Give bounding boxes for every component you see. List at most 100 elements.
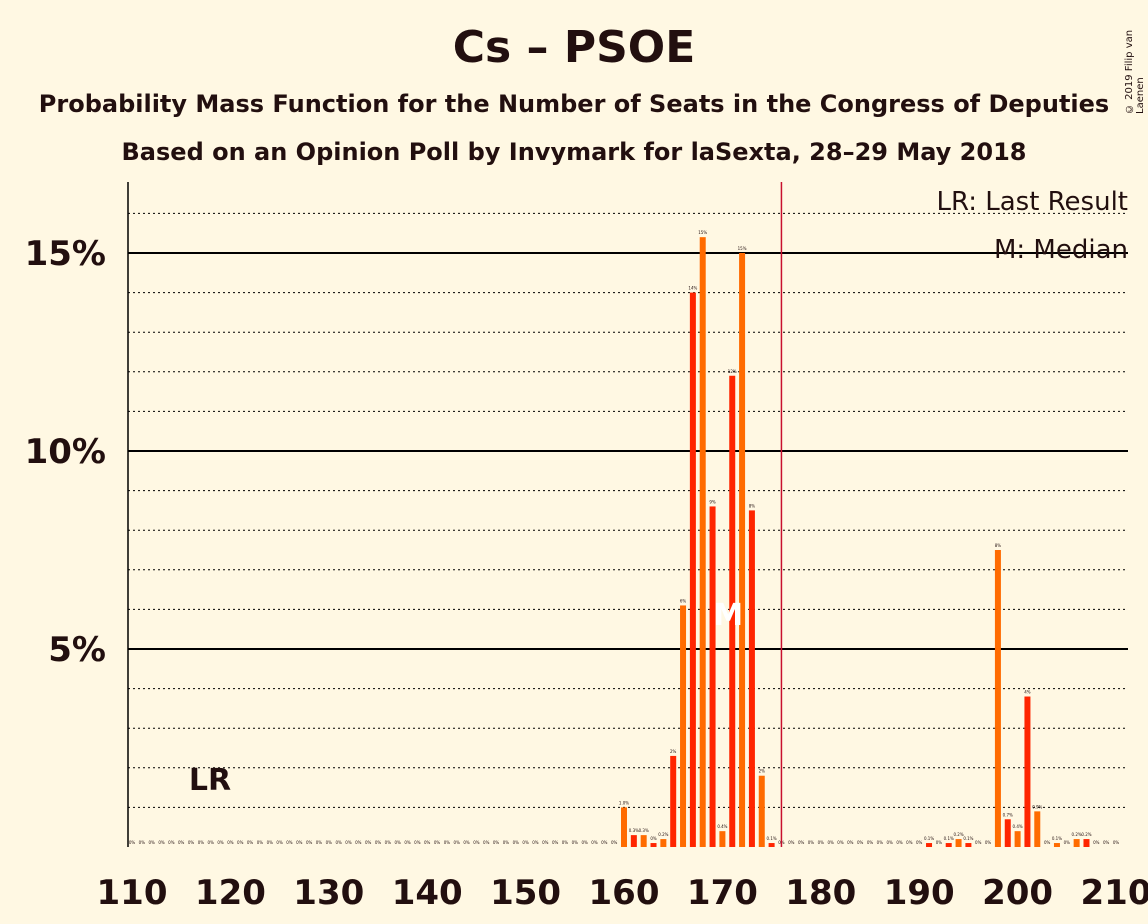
bar-label-seat-116: 0% <box>188 840 195 845</box>
bar-label-seat-117: 0% <box>198 840 205 845</box>
bar-label-seat-196: 0% <box>975 840 982 845</box>
bar-label-seat-160: 1.0% <box>619 800 629 805</box>
bar-label-seat-154: 0% <box>562 840 569 845</box>
bar-label-seat-152: 0% <box>542 840 549 845</box>
bar-label-seat-192: 0% <box>936 840 943 845</box>
bar-label-seat-128: 0% <box>306 840 313 845</box>
grid-lines <box>128 212 1128 808</box>
bar-label-seat-163: 0% <box>650 836 657 841</box>
bar-seat-204 <box>1053 843 1060 847</box>
bar-label-seat-147: 0% <box>493 840 500 845</box>
legend-last-result: LR: Last Result <box>936 187 1128 217</box>
chart-title: Cs – PSOE <box>452 22 696 73</box>
last-result-marker: LR <box>189 763 231 798</box>
bar-seat-162 <box>640 835 647 847</box>
bar-label-seat-125: 0% <box>276 840 283 845</box>
bar-label-seat-173: 8% <box>749 503 756 508</box>
bar-label-seat-129: 0% <box>316 840 323 845</box>
bar-label-seat-161: 0.3% <box>629 828 639 833</box>
bar-label-seat-200: 0.4% <box>1013 824 1023 829</box>
bar-seat-201 <box>1024 696 1031 847</box>
y-tick-label: 5% <box>48 630 106 670</box>
bar-seat-165 <box>670 755 677 847</box>
bar-label-seat-171: 12% <box>728 369 737 374</box>
bar-label-seat-177: 0% <box>788 840 795 845</box>
bar-seat-198 <box>994 550 1001 847</box>
bar-label-seat-144: 0% <box>463 840 470 845</box>
bar-label-seat-139: 0% <box>414 840 421 845</box>
bar-label-seat-146: 0% <box>483 840 490 845</box>
bar-label-seat-180: 0% <box>818 840 825 845</box>
bar-label-seat-202: 0.9% <box>1032 804 1042 809</box>
bar-label-seat-149: 0% <box>513 840 520 845</box>
bar-label-seat-110: 0% <box>129 840 136 845</box>
bar-label-seat-148: 0% <box>503 840 510 845</box>
bar-label-seat-153: 0% <box>552 840 559 845</box>
bar-label-seat-209: 0% <box>1103 840 1110 845</box>
bar-label-seat-197: 0% <box>985 840 992 845</box>
bar-label-seat-162: 0.3% <box>639 828 649 833</box>
bar-label-seat-114: 0% <box>168 840 175 845</box>
bar-seat-168 <box>699 237 706 847</box>
bar-label-seat-193: 0.1% <box>944 836 954 841</box>
bar-label-seat-185: 0% <box>867 840 874 845</box>
bar-label-seat-159: 0% <box>611 840 618 845</box>
bar-label-seat-179: 0% <box>808 840 815 845</box>
bar-label-seat-121: 0% <box>237 840 244 845</box>
bar-seat-175 <box>768 843 775 847</box>
x-tick-label: 180 <box>785 873 856 913</box>
bar-label-seat-158: 0% <box>601 840 608 845</box>
median-marker: M <box>713 598 743 633</box>
bars <box>621 237 1090 848</box>
bar-label-seat-207: 0.2% <box>1081 832 1091 837</box>
bar-label-seat-112: 0% <box>149 840 156 845</box>
bar-label-seat-142: 0% <box>444 840 451 845</box>
bar-seat-206 <box>1073 839 1080 847</box>
bar-label-seat-115: 0% <box>178 840 185 845</box>
x-tick-label: 200 <box>982 873 1053 913</box>
legend-median: M: Median <box>994 235 1128 265</box>
x-tick-label: 210 <box>1081 873 1148 913</box>
bar-label-seat-189: 0% <box>906 840 913 845</box>
bar-label-seat-133: 0% <box>355 840 362 845</box>
bar-label-seat-186: 0% <box>877 840 884 845</box>
bar-label-seat-168: 15% <box>698 230 707 235</box>
bar-label-seat-188: 0% <box>896 840 903 845</box>
bar-label-seat-210: 0% <box>1113 840 1120 845</box>
bar-label-seat-206: 0.2% <box>1072 832 1082 837</box>
bar-label-seat-184: 0% <box>857 840 864 845</box>
bar-seat-194 <box>955 839 962 847</box>
bar-seat-207 <box>1083 839 1090 847</box>
bar-seat-193 <box>945 843 952 847</box>
bar-label-seat-122: 0% <box>247 840 254 845</box>
bar-label-seat-138: 0% <box>404 840 411 845</box>
bar-label-seat-118: 0% <box>208 840 215 845</box>
bar-label-seat-182: 0% <box>837 840 844 845</box>
bar-seat-174 <box>758 775 765 847</box>
bar-label-seat-181: 0% <box>827 840 834 845</box>
bar-label-seat-170: 0.4% <box>717 824 727 829</box>
bar-seat-170 <box>719 831 726 847</box>
bar-seat-171 <box>729 375 736 847</box>
bar-label-seat-203: 0% <box>1044 840 1051 845</box>
x-tick-label: 130 <box>293 873 364 913</box>
bar-label-seat-119: 0% <box>217 840 224 845</box>
x-tick-label: 140 <box>392 873 463 913</box>
bar-label-seat-130: 0% <box>326 840 333 845</box>
bar-seat-173 <box>748 510 755 847</box>
x-tick-label: 150 <box>490 873 561 913</box>
bar-label-seat-113: 0% <box>158 840 165 845</box>
bar-label-seat-199: 0.7% <box>1003 812 1013 817</box>
bar-label-seat-195: 0.1% <box>963 836 973 841</box>
bar-label-seat-131: 0% <box>335 840 342 845</box>
bar-label-seat-143: 0% <box>454 840 461 845</box>
y-tick-label: 10% <box>25 432 106 472</box>
bar-label-seat-141: 0% <box>434 840 441 845</box>
axes: 5% 10% 15% 110 120 130 140 150 160 170 180 190 200 21… <box>25 182 1148 913</box>
bar-label-seat-137: 0% <box>395 840 402 845</box>
bar-label-seat-134: 0% <box>365 840 372 845</box>
bar-label-seat-201: 4% <box>1024 690 1031 695</box>
bar-label-seat-187: 0% <box>887 840 894 845</box>
bar-label-seat-145: 0% <box>473 840 480 845</box>
